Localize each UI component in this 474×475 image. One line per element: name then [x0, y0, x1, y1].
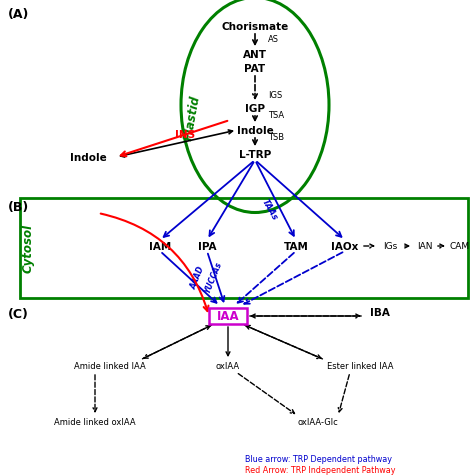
Text: TSA: TSA — [268, 111, 284, 120]
Text: IGS: IGS — [268, 91, 282, 99]
Text: oxIAA-Glc: oxIAA-Glc — [298, 418, 338, 427]
Text: IAOx: IAOx — [331, 242, 359, 252]
Text: IAN: IAN — [417, 242, 433, 251]
Text: L-TRP: L-TRP — [239, 150, 271, 160]
Text: IAM: IAM — [149, 242, 171, 252]
Text: IGs: IGs — [383, 242, 397, 251]
Text: (C): (C) — [8, 308, 29, 321]
Text: Amide linked IAA: Amide linked IAA — [74, 362, 146, 371]
Text: AAAD: AAAD — [189, 265, 207, 291]
Text: TAAs: TAAs — [260, 198, 280, 222]
Text: Ester linked IAA: Ester linked IAA — [327, 362, 393, 371]
Text: AS: AS — [268, 36, 279, 45]
Text: (B): (B) — [8, 201, 29, 214]
Text: Chorismate: Chorismate — [221, 22, 289, 32]
Text: TSB: TSB — [268, 133, 284, 142]
Text: oxIAA: oxIAA — [216, 362, 240, 371]
Text: IAA: IAA — [217, 310, 239, 323]
Text: Cytosol: Cytosol — [21, 223, 35, 273]
Text: INS: INS — [175, 130, 195, 140]
Text: Red Arrow: TRP Independent Pathway: Red Arrow: TRP Independent Pathway — [245, 466, 395, 475]
Text: IBA: IBA — [370, 308, 390, 318]
Text: YUCCAs: YUCCAs — [202, 261, 223, 295]
Text: Amide linked oxIAA: Amide linked oxIAA — [54, 418, 136, 427]
Text: Indole: Indole — [237, 126, 273, 136]
Text: IGP: IGP — [245, 104, 265, 114]
Text: Blue arrow: TRP Dependent pathway: Blue arrow: TRP Dependent pathway — [245, 455, 392, 464]
Text: IPA: IPA — [198, 242, 216, 252]
Text: Indole: Indole — [70, 153, 106, 163]
Text: ANT: ANT — [243, 50, 267, 60]
Text: PAT: PAT — [245, 64, 265, 74]
Text: CAM: CAM — [450, 242, 470, 251]
Text: Plastid: Plastid — [182, 95, 202, 142]
Text: TAM: TAM — [283, 242, 309, 252]
Text: (A): (A) — [8, 8, 29, 21]
Bar — [20, 198, 468, 298]
